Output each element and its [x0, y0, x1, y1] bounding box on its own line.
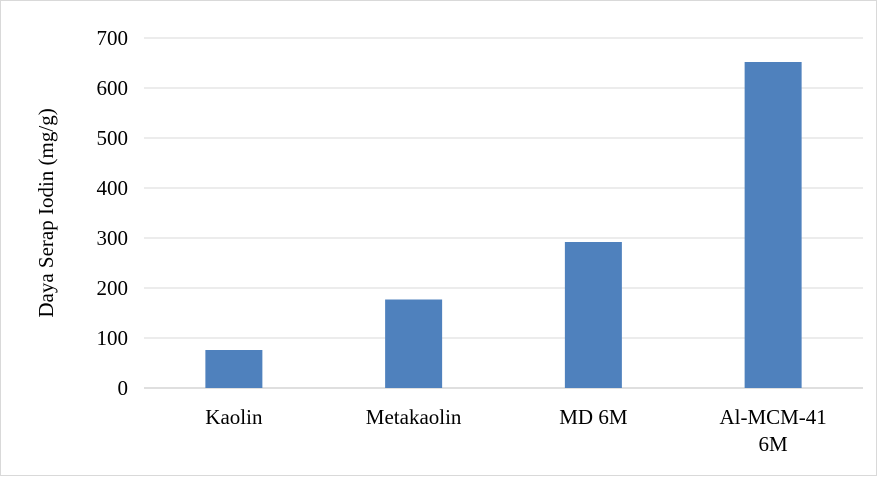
y-tick-label: 600 [97, 76, 129, 100]
x-category-label: Kaolin [205, 405, 263, 429]
bar [564, 242, 622, 388]
y-axis-ticks: 0 100 200 300 400 500 600 700 [97, 26, 129, 400]
x-category-label: MD 6M [559, 405, 628, 429]
y-tick-label: 100 [97, 326, 129, 350]
y-tick-label: 700 [97, 26, 129, 50]
bar [385, 299, 443, 388]
x-category-label: Metakaolin [366, 405, 462, 429]
x-category-label: Al-MCM-41 [719, 405, 826, 429]
bar [744, 62, 802, 388]
x-axis-categories: Kaolin Metakaolin MD 6M Al-MCM-41 6M [205, 405, 827, 456]
y-axis-title: Daya Serap Iodin (mg/g) [34, 108, 58, 317]
gridlines [144, 37, 863, 389]
y-tick-label: 300 [97, 226, 129, 250]
y-tick-label: 200 [97, 276, 129, 300]
y-tick-label: 0 [118, 376, 129, 400]
y-tick-label: 500 [97, 126, 129, 150]
y-tick-label: 400 [97, 176, 129, 200]
x-category-label: 6M [759, 432, 789, 456]
bars [205, 62, 802, 388]
bar [205, 350, 263, 388]
